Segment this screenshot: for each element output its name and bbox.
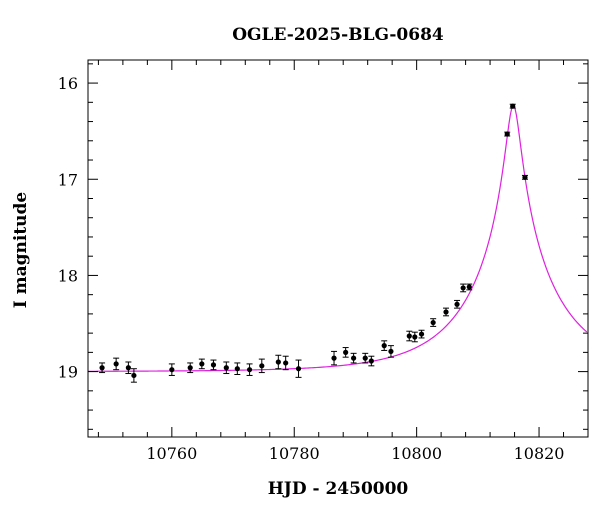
data-point-marker: [283, 360, 289, 366]
data-point: [234, 362, 241, 375]
data-point: [125, 361, 132, 375]
data-point: [198, 358, 205, 370]
data-point: [342, 347, 349, 358]
data-point: [509, 103, 516, 109]
data-point: [246, 363, 253, 376]
data-point: [443, 307, 450, 317]
data-point-marker: [259, 363, 265, 369]
axis-ticks-layer: 10760 10780 10800 10820 16 17 18 19: [58, 60, 589, 463]
data-point-marker: [381, 343, 387, 349]
data-point-marker: [295, 366, 302, 372]
data-point: [350, 352, 357, 364]
data-point: [430, 318, 437, 327]
y-tick-label: 16: [58, 74, 78, 93]
data-point: [381, 340, 388, 351]
data-point-marker: [125, 365, 131, 371]
data-point-marker: [368, 358, 374, 364]
data-point-marker: [522, 174, 528, 180]
x-tick-label: 10780: [269, 444, 320, 463]
data-point-marker: [169, 367, 175, 373]
data-point: [504, 131, 511, 137]
data-point: [282, 355, 289, 371]
data-point-marker: [113, 361, 119, 367]
x-axis-label: HJD - 2450000: [268, 479, 409, 499]
plot-area: 10760 10780 10800 10820 16 17 18 19: [58, 59, 589, 463]
chart-title: OGLE-2025-BLG-0684: [232, 25, 444, 45]
data-point: [521, 174, 528, 180]
data-point-marker: [246, 367, 253, 373]
data-point: [210, 359, 217, 371]
data-point-marker: [99, 365, 105, 371]
data-point: [113, 357, 120, 371]
data-point-marker: [443, 309, 449, 315]
data-point-marker: [510, 103, 516, 109]
data-point-marker: [454, 301, 460, 307]
data-point-marker: [343, 349, 349, 355]
data-point: [258, 358, 265, 374]
data-point-marker: [406, 333, 412, 339]
data-point-marker: [504, 131, 510, 137]
data-point-marker: [351, 355, 357, 361]
data-point-marker: [223, 365, 229, 371]
y-axis-label: I magnitude: [11, 192, 31, 309]
data-point-marker: [199, 361, 205, 367]
data-point: [223, 361, 230, 375]
data-point: [466, 283, 473, 291]
data-point-marker: [388, 348, 394, 355]
y-tick-label: 19: [58, 363, 78, 382]
x-tick-label: 10760: [146, 444, 197, 463]
data-point-marker: [418, 331, 425, 337]
data-point-marker: [362, 355, 368, 361]
data-point-marker: [466, 284, 472, 290]
data-point: [411, 331, 418, 343]
data-point-marker: [331, 355, 337, 361]
data-point: [362, 352, 369, 364]
y-tick-label: 17: [58, 170, 78, 189]
data-point: [418, 329, 425, 339]
data-point: [454, 299, 461, 309]
model-layer: [88, 104, 588, 372]
data-point: [406, 330, 413, 342]
data-point: [331, 350, 338, 366]
data-point-marker: [234, 366, 240, 372]
data-point-marker: [210, 362, 217, 368]
data-point: [295, 359, 302, 378]
data-point-marker: [275, 359, 281, 365]
data-point: [460, 283, 467, 293]
x-tick-label: 10820: [514, 444, 565, 463]
x-tick-label: 10800: [391, 444, 442, 463]
data-point: [99, 362, 106, 374]
data-points-layer: [99, 103, 528, 383]
data-point-marker: [131, 372, 137, 379]
data-point: [187, 362, 194, 374]
data-point: [368, 355, 375, 367]
data-point-marker: [412, 334, 418, 340]
data-point-marker: [187, 365, 193, 371]
data-point: [168, 363, 175, 376]
model-curve: [88, 104, 588, 372]
data-point: [130, 368, 137, 383]
data-point: [275, 354, 282, 370]
data-point-marker: [430, 319, 436, 326]
plot-frame: [87, 59, 589, 438]
data-point-marker: [460, 285, 466, 291]
data-point: [387, 345, 394, 358]
y-tick-label: 18: [58, 266, 78, 285]
